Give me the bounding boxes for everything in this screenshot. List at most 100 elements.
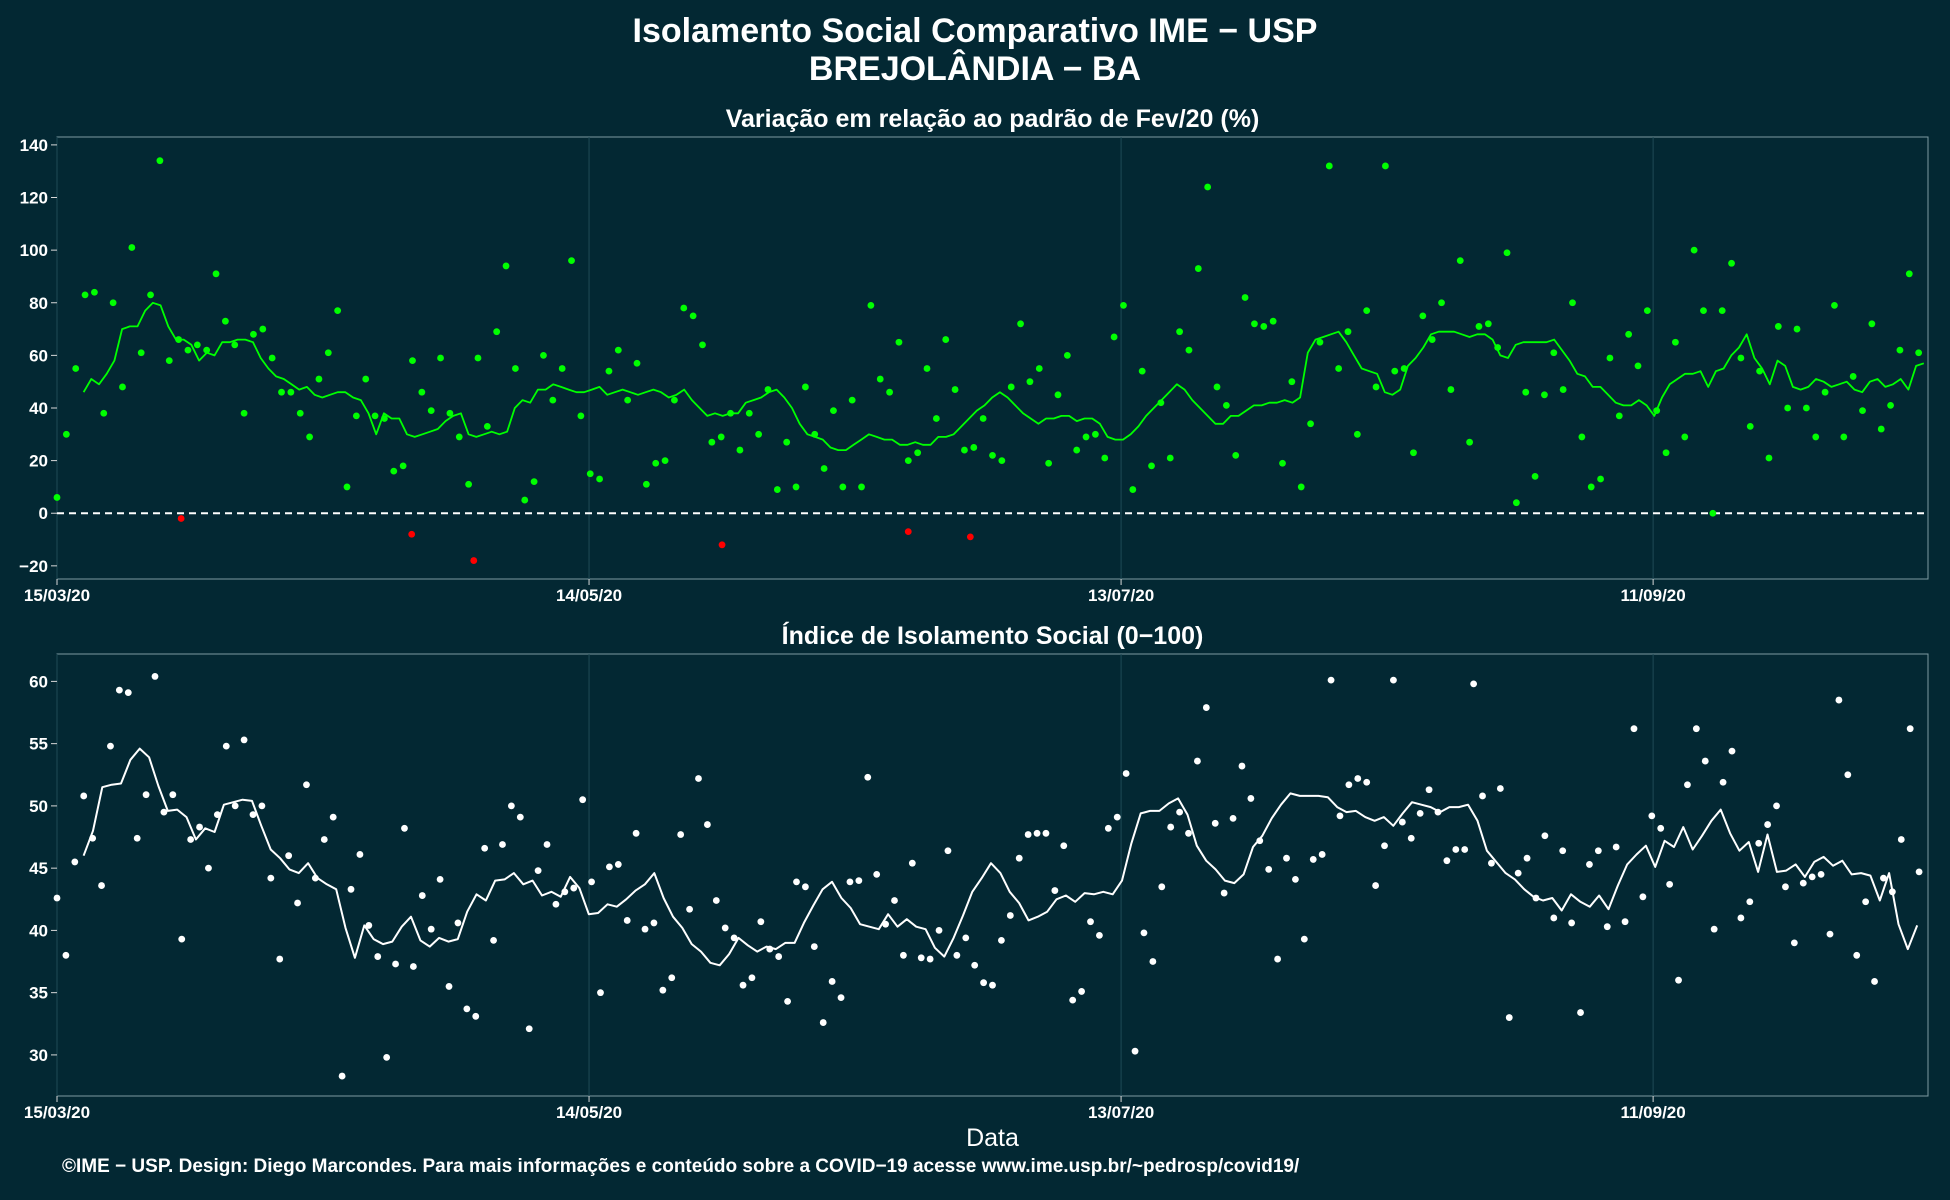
moving-average-line: [82, 301, 1925, 451]
data-point: [980, 979, 987, 987]
data-point: [784, 997, 791, 1005]
data-point: [1149, 958, 1157, 965]
data-point: [268, 354, 276, 362]
data-point: [72, 365, 80, 372]
y-tick-label: −20: [19, 557, 48, 576]
data-point: [1505, 1014, 1513, 1021]
data-point: [1880, 874, 1887, 882]
data-point: [1416, 809, 1424, 817]
data-point: [858, 483, 865, 491]
data-point: [511, 365, 519, 372]
data-point: [137, 349, 145, 357]
data-point: [1746, 898, 1754, 906]
data-point: [1710, 925, 1718, 933]
data-point: [212, 270, 220, 278]
data-point: [1220, 889, 1228, 897]
data-point: [1073, 446, 1081, 454]
data-point: [944, 847, 952, 855]
y-tick-label: 20: [29, 452, 48, 471]
data-point: [142, 791, 150, 799]
data-point: [1054, 391, 1062, 399]
data-point: [1035, 365, 1043, 372]
x-axis-label: Data: [966, 1124, 1019, 1152]
data-point: [205, 864, 212, 872]
y-tick-label: 60: [29, 346, 48, 365]
data-point: [81, 291, 89, 299]
y-tick-label: 140: [20, 136, 48, 155]
data-point: [998, 457, 1006, 465]
data-point: [1812, 433, 1820, 441]
data-point: [579, 796, 587, 804]
data-point: [689, 312, 697, 320]
data-point: [1006, 912, 1014, 919]
data-point: [324, 349, 332, 357]
data-point: [998, 936, 1005, 944]
data-point: [1063, 351, 1071, 359]
data-point: [1372, 383, 1380, 391]
data-point: [267, 874, 275, 882]
data-point: [1344, 328, 1352, 336]
data-point: [837, 994, 845, 1002]
data-point: [1612, 843, 1620, 851]
data-point: [923, 365, 931, 372]
data-point: [739, 981, 747, 989]
data-point: [1238, 762, 1246, 770]
data-point: [1101, 454, 1109, 462]
plot-area: [56, 136, 1929, 580]
data-point: [249, 811, 257, 819]
data-point: [1568, 919, 1576, 927]
data-point: [1082, 433, 1090, 441]
data-point: [352, 412, 360, 420]
data-point: [1015, 854, 1023, 862]
data-point: [1868, 320, 1876, 328]
data-point: [1327, 676, 1335, 684]
data-point: [383, 1054, 391, 1061]
data-point: [820, 465, 828, 472]
data-point: [867, 301, 875, 309]
data-point: [1269, 317, 1277, 325]
data-point: [100, 409, 108, 417]
data-point-negative: [470, 557, 478, 564]
data-point: [294, 899, 301, 907]
data-point: [659, 986, 667, 994]
data-point: [811, 430, 819, 438]
data-point: [1514, 869, 1522, 877]
data-point: [427, 925, 435, 933]
data-point: [465, 480, 473, 488]
data-point: [540, 351, 547, 359]
data-point: [1531, 472, 1539, 480]
data-point: [1096, 931, 1103, 939]
data-point: [586, 470, 594, 478]
data-point: [1475, 323, 1483, 330]
data-point: [463, 1005, 471, 1013]
data-point: [1425, 786, 1433, 794]
data-point: [133, 834, 141, 842]
data-point: [156, 157, 164, 165]
data-point: [1363, 307, 1371, 315]
data-point: [932, 415, 940, 422]
data-point: [329, 813, 337, 821]
data-point: [1728, 747, 1736, 755]
data-point: [1363, 778, 1371, 786]
data-point: [109, 299, 117, 307]
y-tick-label: 80: [29, 294, 48, 313]
data-point: [1643, 307, 1651, 315]
data-point: [828, 978, 836, 985]
data-point: [1419, 312, 1427, 320]
data-point: [1532, 894, 1540, 902]
data-point: [1494, 344, 1502, 351]
y-tick-label: 35: [29, 984, 48, 1003]
data-point: [1092, 430, 1099, 438]
data-point: [250, 330, 257, 338]
data-point: [721, 924, 729, 932]
data-point: [642, 480, 650, 488]
data-point: [748, 974, 756, 982]
data-point: [1297, 483, 1305, 491]
data-point: [1784, 404, 1792, 412]
data-point: [552, 900, 560, 908]
data-point: [1594, 847, 1602, 855]
data-point: [62, 951, 70, 959]
data-point: [1104, 824, 1112, 832]
y-tick-label: 100: [20, 241, 48, 260]
data-point: [1496, 785, 1504, 792]
